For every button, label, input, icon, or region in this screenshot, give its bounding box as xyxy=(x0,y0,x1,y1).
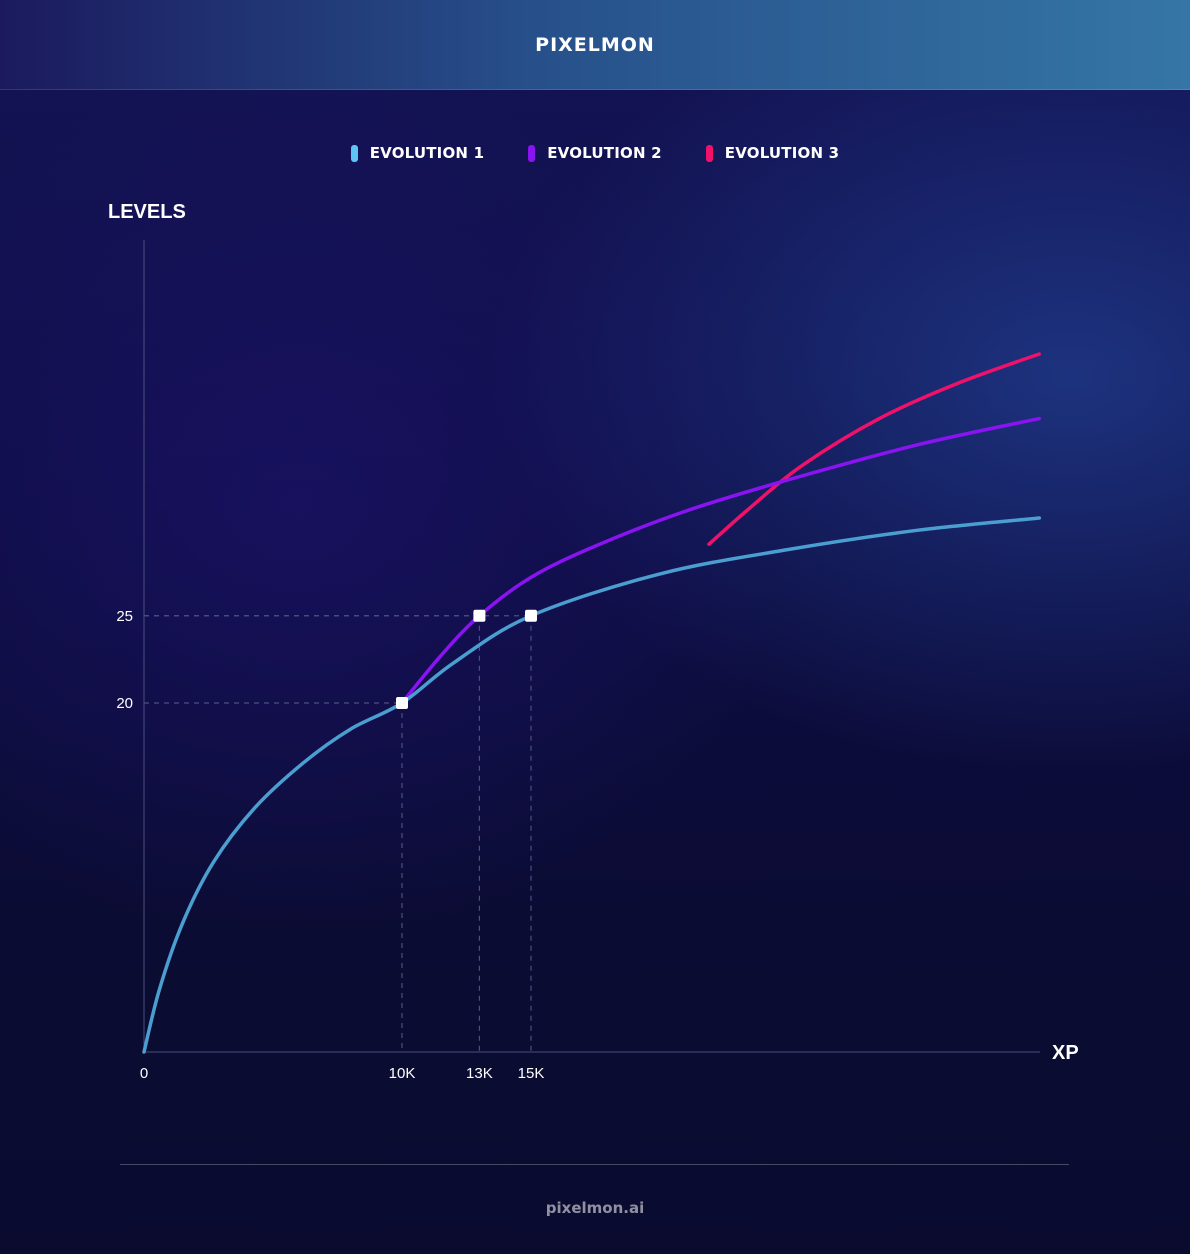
x-tick-label: 13K xyxy=(466,1065,493,1082)
x-tick-label: 10K xyxy=(389,1065,416,1082)
legend-label-evolution-2: EVOLUTION 2 xyxy=(547,144,662,162)
tick-layer: 0 10K 13K 15K 20 25 xyxy=(116,608,544,1082)
marker-layer xyxy=(396,609,537,709)
legend-swatch-evolution-2 xyxy=(528,144,536,162)
footer-site-link[interactable]: pixelmon.ai xyxy=(545,1199,645,1217)
y-tick-label: 20 xyxy=(116,695,133,712)
footer-divider xyxy=(120,1164,1069,1165)
header-bar: PIXELMON xyxy=(0,0,1190,90)
x-tick-label: 0 xyxy=(140,1065,148,1082)
y-tick-label: 25 xyxy=(116,608,133,625)
y-axis-title: LEVELS xyxy=(108,201,186,223)
x-axis-title: XP xyxy=(1052,1042,1079,1064)
reference-lines xyxy=(144,615,532,1052)
series-line-evolution-3 xyxy=(707,352,1042,546)
data-point-marker xyxy=(473,609,486,622)
legend-item-evolution-1: EVOLUTION 1 xyxy=(350,144,485,162)
data-point-marker xyxy=(396,697,408,709)
legend-swatch-evolution-1 xyxy=(350,144,358,162)
legend-item-evolution-3: EVOLUTION 3 xyxy=(705,144,840,162)
data-point-marker xyxy=(525,609,537,622)
legend-swatch-evolution-3 xyxy=(705,144,713,162)
legend-item-evolution-2: EVOLUTION 2 xyxy=(528,144,662,162)
x-tick-label: 15K xyxy=(518,1065,545,1082)
legend-label-evolution-3: EVOLUTION 3 xyxy=(724,144,840,162)
legend-label-evolution-1: EVOLUTION 1 xyxy=(369,144,485,162)
series-line-evolution-1 xyxy=(142,516,1042,1054)
brand-logo-text: PIXELMON xyxy=(535,33,655,56)
chart-legend: EVOLUTION 1 EVOLUTION 2 EVOLUTION 3 xyxy=(0,144,1190,162)
series-line-evolution-2 xyxy=(400,416,1042,705)
